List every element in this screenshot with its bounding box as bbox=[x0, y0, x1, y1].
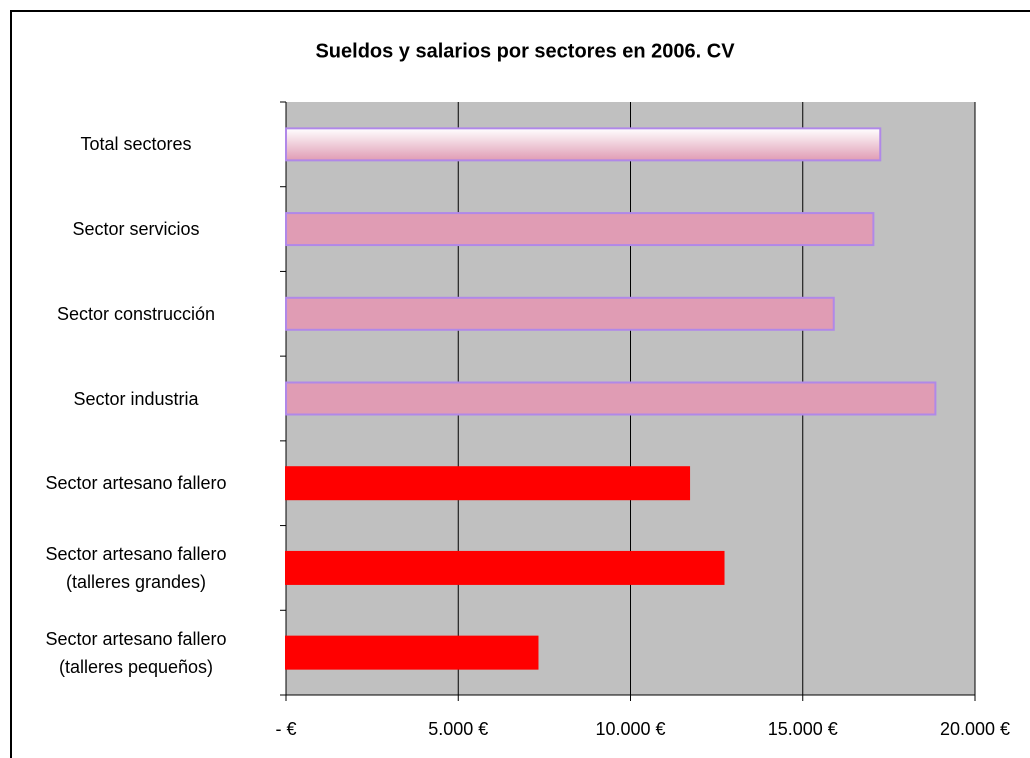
y-tick-label: Sector construcción bbox=[56, 303, 216, 324]
bar bbox=[285, 635, 539, 670]
y-tick-label: Sector artesano fallero (talleres pequeñ… bbox=[45, 628, 227, 677]
bar bbox=[285, 550, 725, 585]
y-tick-label: Total sectores bbox=[80, 134, 192, 155]
y-tick-label: Sector artesano fallero (talleres grande… bbox=[45, 543, 227, 592]
y-tick-label: Sector industria bbox=[73, 388, 199, 409]
x-tick-label: 5.000 € bbox=[428, 719, 488, 739]
bar bbox=[285, 127, 882, 162]
chart-title: Sueldos y salarios por sectores en 2006.… bbox=[315, 40, 735, 62]
y-tick-label: Sector servicios bbox=[72, 219, 200, 240]
chart-frame bbox=[10, 10, 1030, 758]
bar bbox=[285, 296, 835, 331]
y-tick-label: Sector artesano fallero bbox=[45, 473, 227, 494]
x-tick-label: 15.000 € bbox=[768, 719, 838, 739]
x-tick-label: 10.000 € bbox=[595, 719, 665, 739]
x-tick-label: 20.000 € bbox=[940, 719, 1010, 739]
x-tick-label: - € bbox=[275, 719, 296, 739]
bar bbox=[285, 466, 691, 501]
bar bbox=[285, 212, 875, 247]
bar bbox=[285, 381, 937, 416]
category-labels: Total sectores Sector servicios Sector con… bbox=[0, 0, 266, 758]
